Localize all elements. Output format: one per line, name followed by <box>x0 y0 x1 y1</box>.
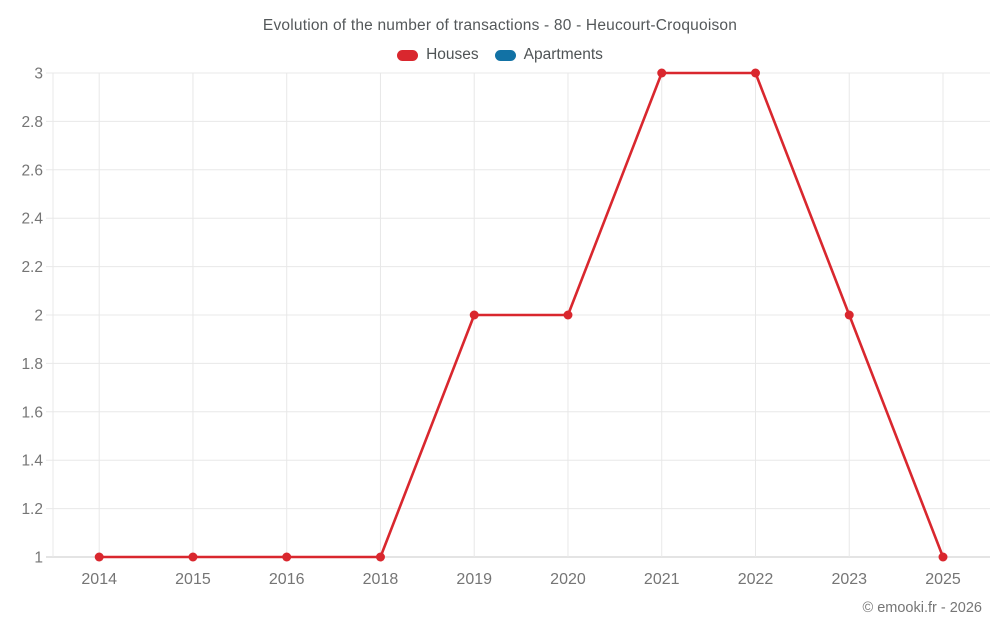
x-tick-label: 2022 <box>738 571 774 588</box>
houses-data-point[interactable] <box>750 68 760 78</box>
x-tick-label: 2025 <box>925 571 961 588</box>
chart-legend: Houses Apartments <box>0 46 1000 64</box>
x-tick-label: 2020 <box>550 571 586 588</box>
houses-data-point[interactable] <box>844 310 854 320</box>
y-tick-label: 2.8 <box>21 114 43 131</box>
houses-data-point[interactable] <box>563 310 573 320</box>
y-tick-label: 1.8 <box>21 356 43 373</box>
y-tick-label: 2.6 <box>21 162 43 179</box>
houses-data-point[interactable] <box>938 552 948 562</box>
houses-data-point[interactable] <box>469 310 479 320</box>
houses-data-point[interactable] <box>375 552 385 562</box>
y-tick-label: 1 <box>34 550 43 567</box>
y-tick-label: 2.4 <box>21 211 43 228</box>
y-tick-label: 2 <box>34 308 43 325</box>
legend-item-apartments[interactable]: Apartments <box>494 46 603 64</box>
x-tick-label: 2018 <box>363 571 399 588</box>
houses-data-point[interactable] <box>282 552 292 562</box>
y-tick-label: 1.4 <box>21 453 43 470</box>
legend-label-houses: Houses <box>426 46 479 63</box>
apartments-swatch-icon <box>494 49 516 61</box>
y-tick-label: 1.6 <box>21 404 43 421</box>
y-tick-label: 1.2 <box>21 501 43 518</box>
houses-data-point[interactable] <box>657 68 667 78</box>
y-tick-label: 2.2 <box>21 259 43 276</box>
x-tick-label: 2015 <box>175 571 211 588</box>
x-tick-label: 2021 <box>644 571 680 588</box>
footer-credit: © emooki.fr - 2026 <box>862 600 982 616</box>
x-tick-label: 2023 <box>831 571 867 588</box>
x-tick-label: 2016 <box>269 571 305 588</box>
y-tick-label: 3 <box>34 66 43 83</box>
legend-item-houses[interactable]: Houses <box>397 46 479 64</box>
houses-swatch-icon <box>397 49 419 61</box>
legend-label-apartments: Apartments <box>523 46 603 63</box>
x-tick-label: 2014 <box>81 571 117 588</box>
houses-data-point[interactable] <box>188 552 198 562</box>
houses-line <box>97 71 945 559</box>
x-tick-label: 2019 <box>456 571 492 588</box>
chart-title: Evolution of the number of transactions … <box>262 17 738 34</box>
houses-data-point[interactable] <box>94 552 104 562</box>
